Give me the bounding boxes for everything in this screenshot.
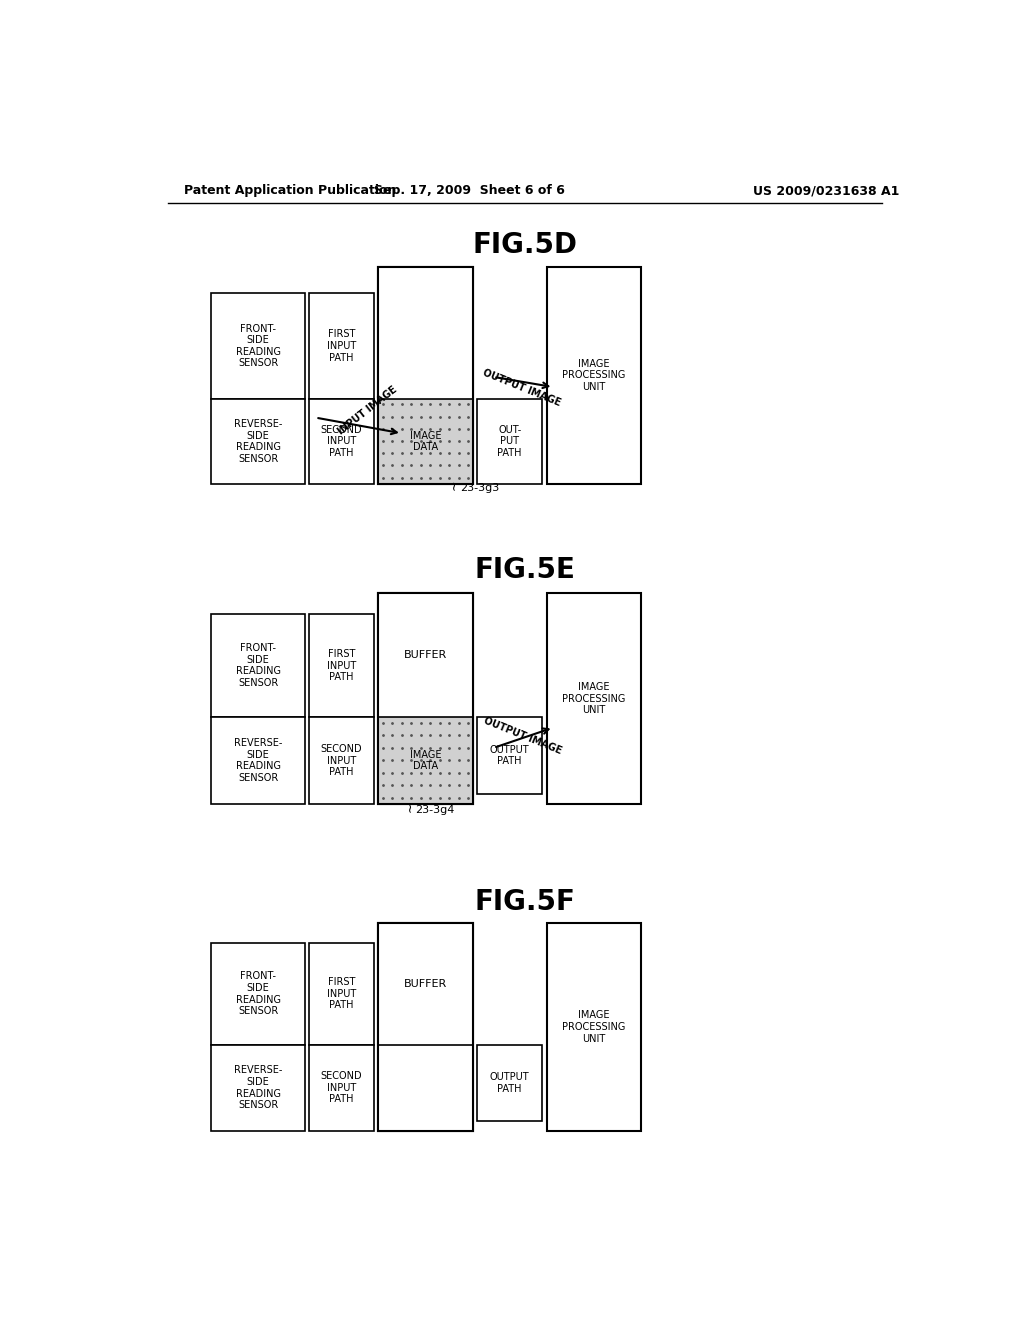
Text: REVERSE-
SIDE
READING
SENSOR: REVERSE- SIDE READING SENSOR	[233, 738, 283, 783]
Bar	[379, 594, 472, 717]
Text: FRONT-
SIDE
READING
SENSOR: FRONT- SIDE READING SENSOR	[236, 643, 281, 688]
Bar	[211, 614, 305, 718]
Text: FIG.5D: FIG.5D	[472, 231, 578, 259]
Text: IMAGE
DATA: IMAGE DATA	[410, 430, 441, 453]
Text: OUTPUT
PATH: OUTPUT PATH	[489, 744, 529, 767]
Bar	[378, 923, 473, 1131]
Text: OUT-
PUT
PATH: OUT- PUT PATH	[498, 425, 522, 458]
Text: FIG.5F: FIG.5F	[474, 888, 575, 916]
Text: SECOND
INPUT
PATH: SECOND INPUT PATH	[321, 1072, 362, 1105]
Bar	[379, 399, 472, 483]
Bar	[211, 399, 305, 483]
Text: OUTPUT
PATH: OUTPUT PATH	[489, 1072, 529, 1093]
Text: FRONT-
SIDE
READING
SENSOR: FRONT- SIDE READING SENSOR	[236, 323, 281, 368]
Bar	[379, 267, 472, 399]
Text: Sep. 17, 2009  Sheet 6 of 6: Sep. 17, 2009 Sheet 6 of 6	[374, 185, 564, 198]
Bar	[378, 594, 473, 804]
Bar	[378, 594, 473, 804]
Text: FRONT-
SIDE
READING
SENSOR: FRONT- SIDE READING SENSOR	[236, 972, 281, 1016]
Bar	[309, 1044, 374, 1131]
Text: FIRST
INPUT
PATH: FIRST INPUT PATH	[327, 649, 356, 682]
Bar	[309, 942, 374, 1044]
Bar	[547, 923, 641, 1131]
Bar	[378, 923, 473, 1131]
Text: ∼: ∼	[403, 801, 416, 812]
Bar	[547, 267, 641, 483]
Bar	[378, 267, 473, 483]
Bar	[309, 718, 374, 804]
Text: SECOND
INPUT
PATH: SECOND INPUT PATH	[321, 425, 362, 458]
Text: Patent Application Publication: Patent Application Publication	[183, 185, 396, 198]
Bar	[477, 1044, 543, 1121]
Text: IMAGE
PROCESSING
UNIT: IMAGE PROCESSING UNIT	[562, 682, 626, 715]
Text: INPUT IMAGE: INPUT IMAGE	[336, 384, 399, 437]
Bar	[309, 614, 374, 718]
Text: 23-3g4: 23-3g4	[416, 805, 455, 814]
Bar	[477, 399, 543, 483]
Text: OUTPUT IMAGE: OUTPUT IMAGE	[482, 715, 563, 756]
Bar	[211, 718, 305, 804]
Bar	[211, 1044, 305, 1131]
Text: US 2009/0231638 A1: US 2009/0231638 A1	[754, 185, 899, 198]
Bar	[211, 942, 305, 1044]
Text: IMAGE
PROCESSING
UNIT: IMAGE PROCESSING UNIT	[562, 1010, 626, 1044]
Text: 23-3g3: 23-3g3	[460, 483, 499, 492]
Bar	[547, 594, 641, 804]
Text: REVERSE-
SIDE
READING
SENSOR: REVERSE- SIDE READING SENSOR	[233, 418, 283, 463]
Text: FIG.5E: FIG.5E	[474, 556, 575, 583]
Text: IMAGE
PROCESSING
UNIT: IMAGE PROCESSING UNIT	[562, 359, 626, 392]
Bar	[309, 293, 374, 399]
Bar	[379, 718, 472, 803]
Bar	[379, 1044, 472, 1130]
Text: BUFFER: BUFFER	[404, 651, 447, 660]
Bar	[379, 923, 472, 1044]
Text: ∼: ∼	[447, 479, 461, 490]
Text: IMAGE
DATA: IMAGE DATA	[410, 750, 441, 771]
Bar	[309, 399, 374, 483]
Bar	[378, 267, 473, 483]
Bar	[477, 718, 543, 793]
Text: REVERSE-
SIDE
READING
SENSOR: REVERSE- SIDE READING SENSOR	[233, 1065, 283, 1110]
Text: OUTPUT IMAGE: OUTPUT IMAGE	[481, 368, 562, 408]
Bar	[211, 293, 305, 399]
Text: BUFFER: BUFFER	[404, 978, 447, 989]
Text: SECOND
INPUT
PATH: SECOND INPUT PATH	[321, 744, 362, 777]
Text: FIRST
INPUT
PATH: FIRST INPUT PATH	[327, 977, 356, 1011]
Text: FIRST
INPUT
PATH: FIRST INPUT PATH	[327, 329, 356, 363]
